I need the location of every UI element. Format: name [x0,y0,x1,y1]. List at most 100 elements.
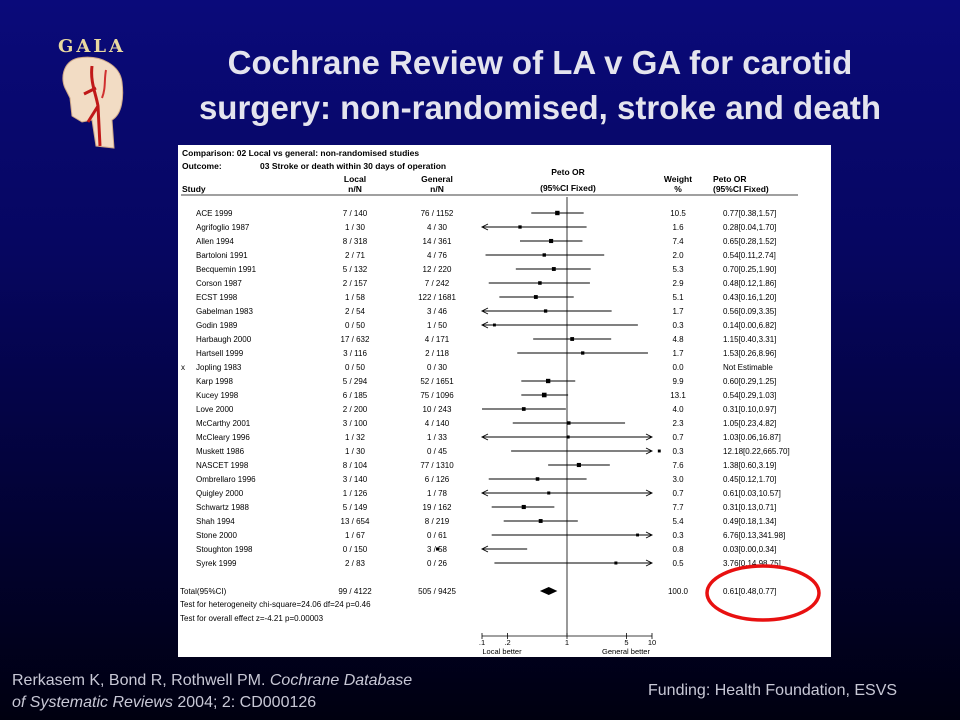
study-rows: ACE 1999 7 / 140 76 / 1152 10.5 0.77[0.38,1.… [181,209,790,568]
local-events: 3 / 100 [343,419,368,428]
head-silhouette-icon [62,56,124,149]
excluded-marker: x [181,363,185,372]
study-weight: 2.0 [672,251,684,260]
study-name: Schwartz 1988 [196,503,249,512]
general-events: 0 / 26 [427,559,448,568]
title-line-1: Cochrane Review of LA v GA for carotid [227,44,853,81]
study-name: Allen 1994 [196,237,234,246]
study-weight: 1.6 [672,223,684,232]
study-weight: 0.8 [672,545,684,554]
citation: Rerkasem K, Bond R, Rothwell PM. Cochran… [12,670,532,714]
local-events: 2 / 157 [343,279,368,288]
study-weight: 5.3 [672,265,684,274]
local-events: 1 / 126 [343,489,368,498]
general-events: 0 / 30 [427,363,448,372]
study-name: NASCET 1998 [196,461,249,470]
study-point [436,547,440,551]
study-name: Agrifoglio 1987 [196,223,250,232]
study-point [545,378,551,384]
study-point [657,449,661,453]
study-weight: 4.0 [672,405,684,414]
ci-arrow-left [480,489,489,497]
ci-arrow-right [645,489,654,497]
local-events: 2 / 54 [345,307,366,316]
general-events: 6 / 126 [425,475,450,484]
local-events: 5 / 149 [343,503,368,512]
study-weight: 1.7 [672,349,684,358]
comparison-label: Comparison: 02 Local vs general: non-ran… [182,148,419,158]
ci-arrow-left [480,545,489,553]
study-or-ci: 0.60[0.29,1.25] [723,377,776,386]
ci-arrow-right [645,559,654,567]
local-events: 17 / 632 [341,335,370,344]
study-or-ci: 0.43[0.16,1.20] [723,293,776,302]
forest-plot: Comparison: 02 Local vs general: non-ran… [180,148,821,656]
study-point [535,477,540,481]
study-or-ci: 0.54[0.29,1.03] [723,391,776,400]
study-point [636,533,639,537]
local-events: 13 / 654 [341,517,370,526]
header-general-sub: n/N [430,184,444,194]
header-peto-or-sub: (95%CI Fixed) [540,183,596,193]
study-name: Becquemin 1991 [196,265,257,274]
general-events: 77 / 1310 [420,461,454,470]
local-events: 1 / 32 [345,433,366,442]
ci-arrow-right [645,447,654,455]
study-name: Corson 1987 [196,279,242,288]
study-weight: 7.7 [672,503,684,512]
general-events: 75 / 1096 [420,391,454,400]
study-weight: 7.6 [672,461,684,470]
general-events: 1 / 78 [427,489,448,498]
x-tick-label: 1 [565,638,569,647]
study-name: McCleary 1996 [196,433,250,442]
study-or-ci: 1.03[0.06,16.87] [723,433,781,442]
study-name: Karp 1998 [196,377,233,386]
study-name: Harbaugh 2000 [196,335,252,344]
local-events: 1 / 58 [345,293,366,302]
general-events: 0 / 45 [427,447,448,456]
study-point [518,225,522,229]
ci-arrow-left [480,321,489,329]
local-events: 1 / 30 [345,447,366,456]
study-weight: 10.5 [670,209,686,218]
general-events: 12 / 220 [423,265,452,274]
study-point [566,435,570,439]
study-weight: 0.0 [672,363,684,372]
study-or-ci: 0.56[0.09,3.35] [723,307,776,316]
study-or-ci: 0.70[0.25,1.90] [723,265,776,274]
study-point [555,210,560,216]
study-name: Muskett 1986 [196,447,245,456]
general-events: 3 / 46 [427,307,448,316]
outcome-label: Outcome: [182,161,222,171]
study-weight: 0.3 [672,321,684,330]
citation-rest: 2004; 2: CD000126 [172,694,317,711]
study-name: ACE 1999 [196,209,233,218]
general-events: 8 / 219 [425,517,450,526]
local-events: 0 / 50 [345,363,366,372]
study-weight: 13.1 [670,391,686,400]
overall-effect-test: Test for overall effect z=-4.21 p=0.0000… [180,614,324,623]
study-weight: 9.9 [672,377,684,386]
study-name: Love 2000 [196,405,234,414]
slide-title: Cochrane Review of LA v GA for carotid s… [140,40,940,130]
general-events: 19 / 162 [423,503,452,512]
study-point [521,407,526,411]
study-weight: 2.9 [672,279,684,288]
header-study: Study [182,184,206,194]
study-or-ci: 0.48[0.12,1.86] [723,279,776,288]
study-or-ci: 0.31[0.10,0.97] [723,405,776,414]
study-point [538,281,542,285]
gala-logo: GALA [58,36,124,149]
local-better-label: Local better [482,647,522,656]
study-name: Shah 1994 [196,517,235,526]
study-name: McCarthy 2001 [196,419,251,428]
header-peto-or: Peto OR [551,167,585,177]
general-better-label: General better [602,647,650,656]
x-tick-label: 5 [624,638,628,647]
artery-icon [83,65,102,147]
study-point [538,519,543,523]
general-events: 4 / 140 [425,419,450,428]
x-tick-label: .1 [479,638,485,647]
local-events: 0 / 150 [343,545,368,554]
study-name: Ombrellaro 1996 [196,475,256,484]
